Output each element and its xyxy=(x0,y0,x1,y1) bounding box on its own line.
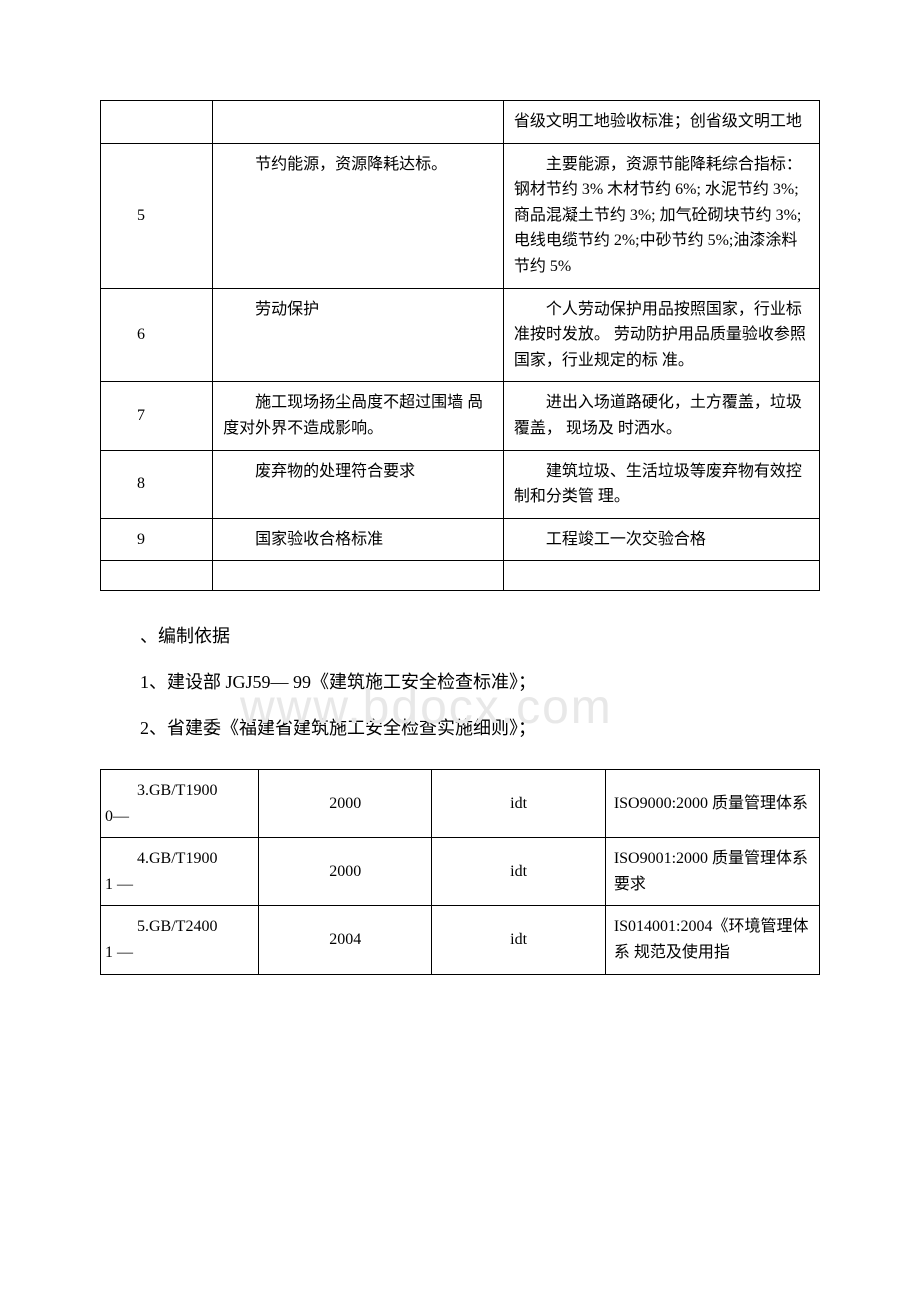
standard-name-cell: ISO9000:2000 质量管理体系 xyxy=(605,770,819,838)
goals-table: 省级文明工地验收标准；创省级文明工地 5 节约能源，资源降耗达标。 主要能源，资… xyxy=(100,100,820,591)
empty-cell xyxy=(503,561,819,591)
table-row: 9 国家验收合格标准 工程竣工一次交验合格 xyxy=(101,518,820,561)
row-number: 9 xyxy=(101,518,213,561)
goal-cell: 劳动保护 xyxy=(213,288,504,382)
row-number: 8 xyxy=(101,450,213,518)
row-number: 5 xyxy=(101,143,213,288)
table-row: 5.GB/T24001 — 2004 idt IS014001:2004《环境管… xyxy=(101,906,820,974)
table-row: 4.GB/T19001 — 2000 idt ISO9001:2000 质量管理… xyxy=(101,838,820,906)
table-row: 7 施工现场扬尘咼度不超过围墙 咼度对外界不造成影响。 进出入场道路硬化，土方覆… xyxy=(101,382,820,450)
basis-item: 1、建设部 JGJ59— 99《建筑施工安全检查标准》； xyxy=(140,663,820,703)
goal-cell: 国家验收合格标准 xyxy=(213,518,504,561)
idt-cell: idt xyxy=(432,770,605,838)
idt-cell: idt xyxy=(432,906,605,974)
table-row: 3.GB/T19000— 2000 idt ISO9000:2000 质量管理体… xyxy=(101,770,820,838)
detail-cell: 个人劳动保护用品按照国家，行业标准按时发放。 劳动防护用品质量验收参照国家，行业… xyxy=(503,288,819,382)
standard-name-cell: ISO9001:2000 质量管理体系要求 xyxy=(605,838,819,906)
standard-code-cell: 4.GB/T19001 — xyxy=(101,838,259,906)
standards-table: 3.GB/T19000— 2000 idt ISO9000:2000 质量管理体… xyxy=(100,769,820,975)
empty-cell xyxy=(213,561,504,591)
section-heading: 、编制依据 xyxy=(140,617,820,657)
goal-cell: 废弃物的处理符合要求 xyxy=(213,450,504,518)
goal-cell: 节约能源，资源降耗达标。 xyxy=(213,143,504,288)
standard-code-cell: 5.GB/T24001 — xyxy=(101,906,259,974)
detail-cell: 进出入场道路硬化，土方覆盖，垃圾覆盖， 现场及 时洒水。 xyxy=(503,382,819,450)
empty-cell xyxy=(101,561,213,591)
table-row: 省级文明工地验收标准；创省级文明工地 xyxy=(101,101,820,144)
year-cell: 2004 xyxy=(259,906,432,974)
row-number: 6 xyxy=(101,288,213,382)
detail-cell: 省级文明工地验收标准；创省级文明工地 xyxy=(503,101,819,144)
goal-cell: 施工现场扬尘咼度不超过围墙 咼度对外界不造成影响。 xyxy=(213,382,504,450)
basis-item: 2、省建委《福建省建筑施工安全检查实施细则》； xyxy=(140,709,820,749)
detail-cell: 工程竣工一次交验合格 xyxy=(503,518,819,561)
standard-name-cell: IS014001:2004《环境管理体系 规范及使用指 xyxy=(605,906,819,974)
detail-cell: 主要能源，资源节能降耗综合指标：钢材节约 3% 木材节约 6%; 水泥节约 3%… xyxy=(503,143,819,288)
paragraph-section: 、编制依据 1、建设部 JGJ59— 99《建筑施工安全检查标准》； 2、省建委… xyxy=(100,591,820,759)
idt-cell: idt xyxy=(432,838,605,906)
year-cell: 2000 xyxy=(259,770,432,838)
row-number xyxy=(101,101,213,144)
table-row: 6 劳动保护 个人劳动保护用品按照国家，行业标准按时发放。 劳动防护用品质量验收… xyxy=(101,288,820,382)
table-row-empty xyxy=(101,561,820,591)
goal-cell xyxy=(213,101,504,144)
table-row: 5 节约能源，资源降耗达标。 主要能源，资源节能降耗综合指标：钢材节约 3% 木… xyxy=(101,143,820,288)
row-number: 7 xyxy=(101,382,213,450)
table-row: 8 废弃物的处理符合要求 建筑垃圾、生活垃圾等废弃物有效控制和分类管 理。 xyxy=(101,450,820,518)
standard-code-cell: 3.GB/T19000— xyxy=(101,770,259,838)
detail-cell: 建筑垃圾、生活垃圾等废弃物有效控制和分类管 理。 xyxy=(503,450,819,518)
year-cell: 2000 xyxy=(259,838,432,906)
